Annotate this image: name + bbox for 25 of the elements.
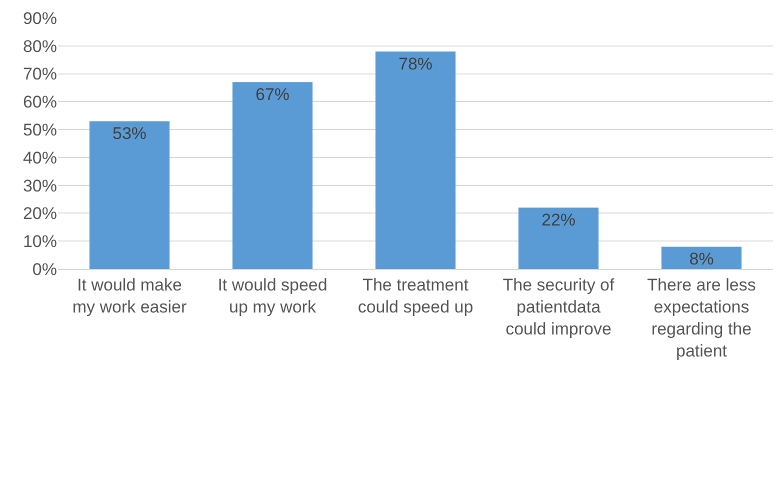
x-tick-label: The security of patientdata could improve xyxy=(502,275,615,339)
y-tick-label: 0% xyxy=(32,260,57,279)
bar xyxy=(232,82,313,269)
y-tick-label: 90% xyxy=(22,8,57,28)
data-label: 53% xyxy=(112,124,147,144)
y-tick-label: 10% xyxy=(22,232,57,252)
x-tick-label: It would make my work easier xyxy=(72,275,187,316)
x-tick-label: There are less expectations regarding the patient xyxy=(647,275,756,361)
bar xyxy=(89,121,170,269)
x-tick-label: The treatment could speed up xyxy=(358,275,474,316)
bar xyxy=(661,246,742,269)
y-tick-label: 80% xyxy=(22,36,57,56)
data-label: 78% xyxy=(398,54,433,74)
bar xyxy=(518,208,599,269)
bar xyxy=(375,51,456,269)
data-label: 67% xyxy=(255,85,290,104)
data-label: 8% xyxy=(689,250,714,269)
x-tick-label: It would speed up my work xyxy=(218,275,328,316)
y-tick-label: 50% xyxy=(22,120,57,140)
data-label: 22% xyxy=(541,210,576,230)
y-tick-label: 60% xyxy=(22,92,57,112)
y-tick-label: 30% xyxy=(22,176,57,196)
y-tick-label: 70% xyxy=(22,64,57,84)
y-tick-label: 20% xyxy=(22,204,57,224)
y-tick-label: 40% xyxy=(22,148,57,168)
